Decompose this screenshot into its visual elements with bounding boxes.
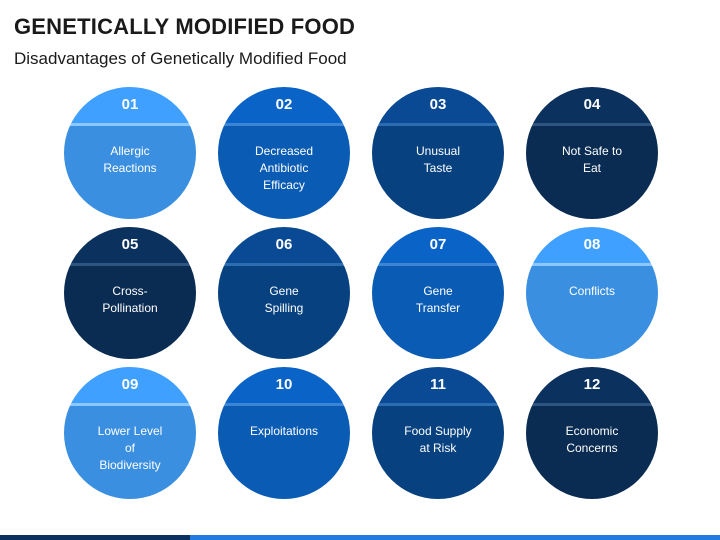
circle-body — [372, 406, 504, 499]
circle-body — [372, 266, 504, 359]
circle-body — [64, 266, 196, 359]
item-label: Economic Concerns — [565, 424, 619, 455]
disadvantage-circle-01: 01 Allergic Reactions — [64, 87, 196, 219]
circle-body — [526, 126, 658, 219]
item-number: 08 — [583, 236, 601, 253]
disadvantage-circle-12: 12 Economic Concerns — [526, 367, 658, 499]
item-label: Gene Transfer — [415, 284, 461, 315]
item-number: 01 — [121, 96, 139, 113]
circle-header — [372, 227, 504, 263]
item-number: 02 — [275, 96, 293, 113]
disadvantage-circle-04: 04 Not Safe to Eat — [526, 87, 658, 219]
disadvantage-circle-07: 07 Gene Transfer — [372, 227, 504, 359]
disadvantage-circle-06: 06 Gene Spilling — [218, 227, 350, 359]
circle-body — [64, 126, 196, 219]
item-number: 12 — [583, 376, 601, 393]
item-number: 04 — [583, 96, 601, 113]
item-label: Decreased Antibiotic Efficacy — [254, 144, 314, 192]
circle-body — [526, 266, 658, 359]
item-label: Exploitations — [249, 424, 319, 438]
circle-header — [64, 367, 196, 403]
disadvantage-circle-09: 09 Lower Level of Biodiversity — [64, 367, 196, 499]
disadvantages-grid: 01 Allergic Reactions 02 Decreased Antib… — [64, 87, 658, 499]
circle-divider — [372, 263, 504, 266]
circle-divider — [64, 263, 196, 266]
circle-body — [218, 406, 350, 499]
item-label: Gene Spilling — [264, 284, 304, 315]
disadvantage-circle-05: 05 Cross- Pollination — [64, 227, 196, 359]
item-label: Food Supply at Risk — [404, 424, 472, 455]
circle-header — [218, 227, 350, 263]
circle-divider — [218, 403, 350, 406]
item-label: Lower Level of Biodiversity — [97, 424, 163, 472]
circle-divider — [64, 123, 196, 126]
item-label: Unusual Taste — [415, 144, 461, 175]
item-number: 06 — [275, 236, 293, 253]
item-label: Not Safe to Eat — [561, 144, 623, 175]
footer-accent-bar — [0, 535, 720, 540]
page-subtitle: Disadvantages of Genetically Modified Fo… — [14, 49, 347, 68]
disadvantage-circle-10: 10 Exploitations — [218, 367, 350, 499]
circle-divider — [218, 123, 350, 126]
item-label: Cross- Pollination — [102, 284, 158, 315]
circle-header — [372, 367, 504, 403]
circle-header — [218, 87, 350, 123]
circle-header — [526, 227, 658, 263]
circle-divider — [526, 263, 658, 266]
circle-body — [218, 126, 350, 219]
circle-body — [372, 126, 504, 219]
item-label: Conflicts — [568, 284, 615, 298]
disadvantage-circle-08: 08 Conflicts — [526, 227, 658, 359]
disadvantage-circle-03: 03 Unusual Taste — [372, 87, 504, 219]
circle-divider — [218, 263, 350, 266]
circle-body — [64, 406, 196, 499]
circle-header — [372, 87, 504, 123]
circle-body — [218, 266, 350, 359]
footer-bar-dark-segment — [0, 535, 190, 540]
item-number: 03 — [429, 96, 447, 113]
circle-body — [526, 406, 658, 499]
disadvantage-circle-02: 02 Decreased Antibiotic Efficacy — [218, 87, 350, 219]
circle-header — [64, 227, 196, 263]
item-number: 11 — [430, 376, 446, 393]
circle-divider — [526, 403, 658, 406]
disadvantage-circle-11: 11 Food Supply at Risk — [372, 367, 504, 499]
item-label: Allergic Reactions — [103, 144, 157, 175]
page-title: GENETICALLY MODIFIED FOOD — [14, 14, 356, 39]
item-number: 05 — [121, 236, 139, 253]
circle-divider — [372, 123, 504, 126]
circle-divider — [526, 123, 658, 126]
circle-header — [526, 367, 658, 403]
circle-divider — [372, 403, 504, 406]
footer-bar-light-segment — [190, 535, 720, 540]
item-number: 09 — [121, 376, 139, 393]
circle-header — [218, 367, 350, 403]
circle-header — [526, 87, 658, 123]
item-number: 07 — [429, 236, 447, 253]
circle-header — [64, 87, 196, 123]
item-number: 10 — [275, 376, 293, 393]
circle-divider — [64, 403, 196, 406]
